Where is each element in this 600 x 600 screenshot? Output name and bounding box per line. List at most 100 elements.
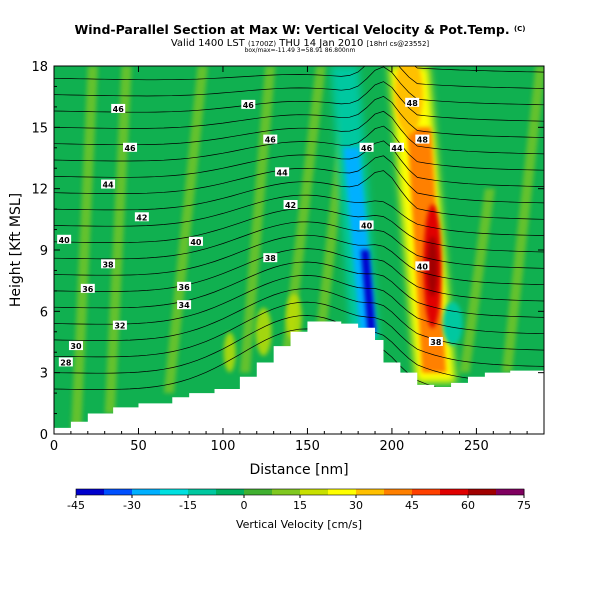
theta-label: 48 xyxy=(417,136,429,145)
colorbar-tick-label: 0 xyxy=(241,499,248,512)
theta-label: 42 xyxy=(285,201,296,210)
colorbar-tick-label: -30 xyxy=(123,499,141,512)
theta-label: 28 xyxy=(60,358,72,367)
theta-contour xyxy=(414,66,544,73)
colorbar-swatch xyxy=(132,489,161,495)
colorbar-swatch xyxy=(76,489,105,495)
colorbar-tick-label: 15 xyxy=(293,499,307,512)
colorbar-swatch xyxy=(412,489,441,495)
colorbar-swatch xyxy=(440,489,469,495)
chart-subtitle-detail: box/max=-11.49 3=58.91 86.800nm xyxy=(244,47,356,54)
colorbar-swatch xyxy=(216,489,245,495)
weak-updraft-band xyxy=(501,66,544,373)
theta-label: 40 xyxy=(417,262,429,271)
theta-label-bg xyxy=(359,220,374,230)
theta-label-bg xyxy=(283,200,298,210)
weak-updraft-band xyxy=(459,188,495,373)
theta-contours xyxy=(54,66,544,400)
theta-contour xyxy=(54,248,544,302)
colorbar-swatch xyxy=(244,489,273,495)
x-tick-label: 0 xyxy=(50,439,58,454)
theta-label-bg xyxy=(415,261,430,271)
theta-label-bg xyxy=(111,103,126,113)
weak-updraft-band xyxy=(163,66,208,394)
theta-label: 30 xyxy=(70,342,82,351)
theta-label-bg xyxy=(241,99,256,109)
theta-contour xyxy=(54,288,544,351)
theta-label: 48 xyxy=(407,99,419,108)
theta-contour xyxy=(54,208,544,253)
colorbar-swatch xyxy=(104,489,133,495)
theta-label: 44 xyxy=(391,144,403,153)
updraft-patch xyxy=(223,332,236,373)
theta-contour xyxy=(54,155,544,204)
colorbar-tick-label: -15 xyxy=(179,499,197,512)
theta-label: 38 xyxy=(430,338,442,347)
theta-contour xyxy=(54,275,544,335)
theta-label: 46 xyxy=(361,144,373,153)
colorbar-tick-label: 45 xyxy=(405,499,419,512)
chart-title: Wind-Parallel Section at Max W: Vertical… xyxy=(74,22,526,37)
y-tick-label: 12 xyxy=(31,183,48,198)
theta-contour xyxy=(54,170,544,220)
x-tick-label: 150 xyxy=(295,439,320,454)
y-axis-label: Height [Kft MSL] xyxy=(8,193,24,307)
y-tick-label: 6 xyxy=(40,305,48,320)
colorbar-swatch xyxy=(188,489,217,495)
theta-contour xyxy=(54,221,544,269)
theta-label-bg xyxy=(188,236,203,246)
theta-label: 36 xyxy=(82,285,94,294)
theta-label-bg xyxy=(428,337,443,346)
theta-label-bg xyxy=(359,142,374,152)
theta-label-bg xyxy=(68,341,83,351)
theta-contour xyxy=(54,301,544,367)
theta-label-bg xyxy=(58,357,73,367)
theta-contour xyxy=(54,66,544,106)
y-tick-label: 3 xyxy=(40,367,48,382)
weak-updraft-band xyxy=(104,66,132,414)
theta-label-bg xyxy=(134,212,149,222)
theta-contour-labels: 46 46 46 46 44 44 42 42 40 40 38 38 36 36 34 32 30 28 46 44… xyxy=(57,97,443,367)
colorbar-swatch xyxy=(272,489,301,495)
colorbar-swatch xyxy=(356,489,385,495)
theta-label: 44 xyxy=(102,181,114,190)
theta-contour xyxy=(54,234,544,286)
theta-label-bg xyxy=(263,134,278,144)
theta-contour xyxy=(54,125,544,171)
theta-label: 40 xyxy=(361,221,373,230)
x-tick-label: 200 xyxy=(380,439,405,454)
theta-contour xyxy=(54,66,544,89)
weak-updraft-band xyxy=(282,66,327,353)
theta-label: 46 xyxy=(243,101,255,110)
colorbar-swatch xyxy=(160,489,189,495)
theta-contour xyxy=(54,81,544,122)
colorbar-tick-label: 75 xyxy=(517,499,531,512)
theta-label: 34 xyxy=(179,301,191,310)
theta-label-bg xyxy=(57,234,72,244)
y-tick-label: 9 xyxy=(40,244,48,259)
theta-label-bg xyxy=(390,142,404,152)
theta-label: 32 xyxy=(114,322,125,331)
theta-label: 38 xyxy=(102,260,114,269)
theta-label-bg xyxy=(123,142,138,152)
colorbar: -45 -30 -15 0 15 30 45 60 75 xyxy=(67,488,531,512)
theta-label: 46 xyxy=(265,136,277,145)
theta-label-bg xyxy=(80,283,95,293)
theta-label-bg xyxy=(263,253,278,263)
theta-contour xyxy=(54,140,544,187)
colorbar-swatch xyxy=(468,489,497,495)
theta-contour xyxy=(54,96,544,138)
terrain-mask xyxy=(54,321,544,434)
theta-label-bg xyxy=(275,167,290,177)
theta-label: 36 xyxy=(179,283,191,292)
colorbar-swatch xyxy=(496,489,525,495)
theta-label-bg xyxy=(112,320,127,330)
x-tick-label: 100 xyxy=(211,439,236,454)
x-tick-label: 250 xyxy=(464,439,489,454)
y-tick-label: 18 xyxy=(31,60,48,75)
terrain-profile xyxy=(54,321,544,434)
y-tick-label: 0 xyxy=(40,428,48,443)
colorbar-swatch xyxy=(384,489,413,495)
colorbar-tick-label: -45 xyxy=(67,499,85,512)
